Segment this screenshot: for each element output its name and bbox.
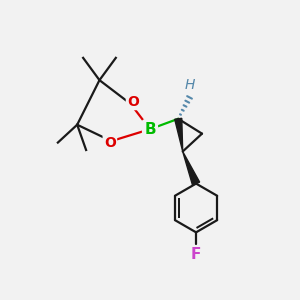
Text: O: O xyxy=(104,136,116,150)
Text: H: H xyxy=(185,78,195,92)
Text: O: O xyxy=(127,95,139,109)
Polygon shape xyxy=(175,118,183,152)
Text: B: B xyxy=(144,122,156,137)
Text: F: F xyxy=(191,247,201,262)
Polygon shape xyxy=(183,152,200,185)
